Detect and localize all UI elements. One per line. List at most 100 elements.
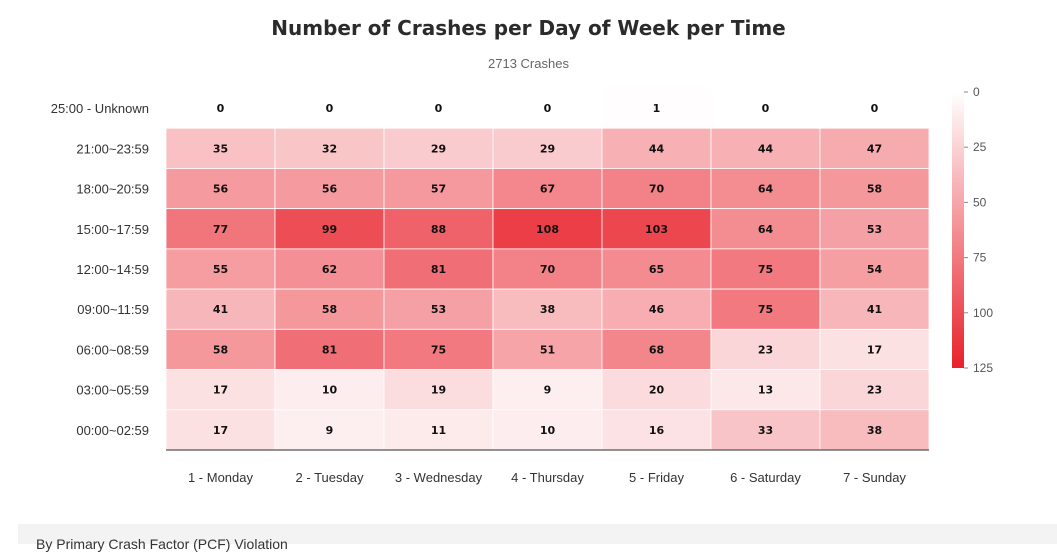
heatmap-cell[interactable] [274,127,385,169]
cell-value-label: 23 [867,384,882,397]
cell-value-label: 62 [322,263,337,276]
legend-tick-label: 25 [973,140,987,154]
cell-value-label: 17 [213,384,228,397]
heatmap-cell[interactable] [165,208,276,250]
heatmap-cell[interactable] [492,168,603,210]
cell-value-label: 10 [322,384,338,397]
cell-value-label: 75 [758,303,773,316]
row-label: 09:00~11:59 [77,302,149,317]
row-label: 12:00~14:59 [76,262,149,277]
cell-value-label: 10 [540,424,556,437]
cell-value-label: 81 [431,263,446,276]
cell-value-label: 23 [758,343,773,356]
row-label: 00:00~02:59 [76,423,149,438]
cell-value-label: 29 [431,142,446,155]
heatmap-cell[interactable] [492,208,603,250]
cell-value-label: 67 [540,183,555,196]
cell-value-label: 75 [431,343,446,356]
cell-value-label: 56 [322,183,338,196]
cell-value-label: 64 [758,183,774,196]
legend-tick-label: 100 [973,306,993,320]
cell-value-label: 38 [867,424,882,437]
cell-value-label: 58 [867,183,882,196]
cell-value-label: 0 [435,102,443,115]
cell-value-label: 56 [213,183,229,196]
heatmap-cell[interactable] [819,369,930,411]
heatmap-cell[interactable] [492,409,603,451]
cell-value-label: 13 [758,384,773,397]
heatmap-cell[interactable] [383,248,494,290]
cell-value-label: 41 [867,303,882,316]
heatmap-cell[interactable] [710,328,821,370]
column-label: 7 - Sunday [843,470,906,485]
heatmap-cell[interactable] [274,208,385,250]
cell-value-label: 75 [758,263,773,276]
cell-value-label: 0 [871,102,879,115]
heatmap-cell[interactable] [819,87,930,129]
heatmap-cell[interactable] [492,328,603,370]
cell-value-label: 53 [431,303,446,316]
heatmap-cell[interactable] [819,168,930,210]
cell-value-label: 16 [649,424,665,437]
heatmap-cell[interactable] [383,208,494,250]
cell-value-label: 51 [540,343,555,356]
heatmap-cell[interactable] [383,369,494,411]
cell-value-label: 55 [213,263,228,276]
heatmap-cell[interactable] [601,208,712,250]
cell-value-label: 108 [536,223,559,236]
cell-value-label: 44 [649,142,665,155]
heatmap-cell[interactable] [165,288,276,330]
cell-value-label: 88 [431,223,446,236]
heatmap-cell[interactable] [601,328,712,370]
cell-value-label: 0 [326,102,334,115]
heatmap-cell[interactable] [165,409,276,451]
chart-title: Number of Crashes per Day of Week per Ti… [271,16,786,40]
heatmap-cell[interactable] [274,168,385,210]
heatmap-cell[interactable] [601,127,712,169]
heatmap-cell[interactable] [601,168,712,210]
cell-value-label: 38 [540,303,555,316]
column-label: 4 - Thursday [511,470,584,485]
cell-value-label: 29 [540,142,555,155]
heatmap-cell[interactable] [710,409,821,451]
cell-value-label: 0 [544,102,552,115]
cell-value-label: 0 [217,102,225,115]
color-legend-bar [952,92,964,368]
heatmap-cell[interactable] [492,127,603,169]
heatmap-cell[interactable] [165,168,276,210]
cell-value-label: 32 [322,142,337,155]
heatmap-cell[interactable] [710,248,821,290]
heatmap-cell[interactable] [819,248,930,290]
heatmap-cell[interactable] [601,248,712,290]
row-label: 03:00~05:59 [76,383,149,398]
heatmap-cell[interactable] [601,409,712,451]
heatmap-cell[interactable] [819,208,930,250]
heatmap-cell[interactable] [165,127,276,169]
cell-value-label: 103 [645,223,668,236]
cell-value-label: 68 [649,343,664,356]
heatmap-cell[interactable] [819,127,930,169]
heatmap-cell[interactable] [274,409,385,451]
heatmap-cell[interactable] [383,168,494,210]
heatmap-cell[interactable] [165,248,276,290]
cell-value-label: 47 [867,142,882,155]
legend-tick-label: 75 [973,251,987,265]
heatmap-cell[interactable] [274,369,385,411]
heatmap-cell[interactable] [492,288,603,330]
heatmap-cell[interactable] [601,369,712,411]
cell-value-label: 0 [762,102,770,115]
heatmap-cell[interactable] [165,87,276,129]
heatmap-cell[interactable] [383,409,494,451]
column-label: 1 - Monday [188,470,254,485]
row-label: 25:00 - Unknown [51,101,149,116]
cell-value-label: 70 [540,263,556,276]
heatmap-cell[interactable] [710,168,821,210]
heatmap-cell[interactable] [710,208,821,250]
heatmap-cell[interactable] [383,127,494,169]
heatmap-cell[interactable] [492,248,603,290]
cell-value-label: 20 [649,384,665,397]
row-label: 18:00~20:59 [76,182,149,197]
cell-value-label: 99 [322,223,337,236]
cell-value-label: 11 [431,424,446,437]
heatmap-cell[interactable] [274,288,385,330]
